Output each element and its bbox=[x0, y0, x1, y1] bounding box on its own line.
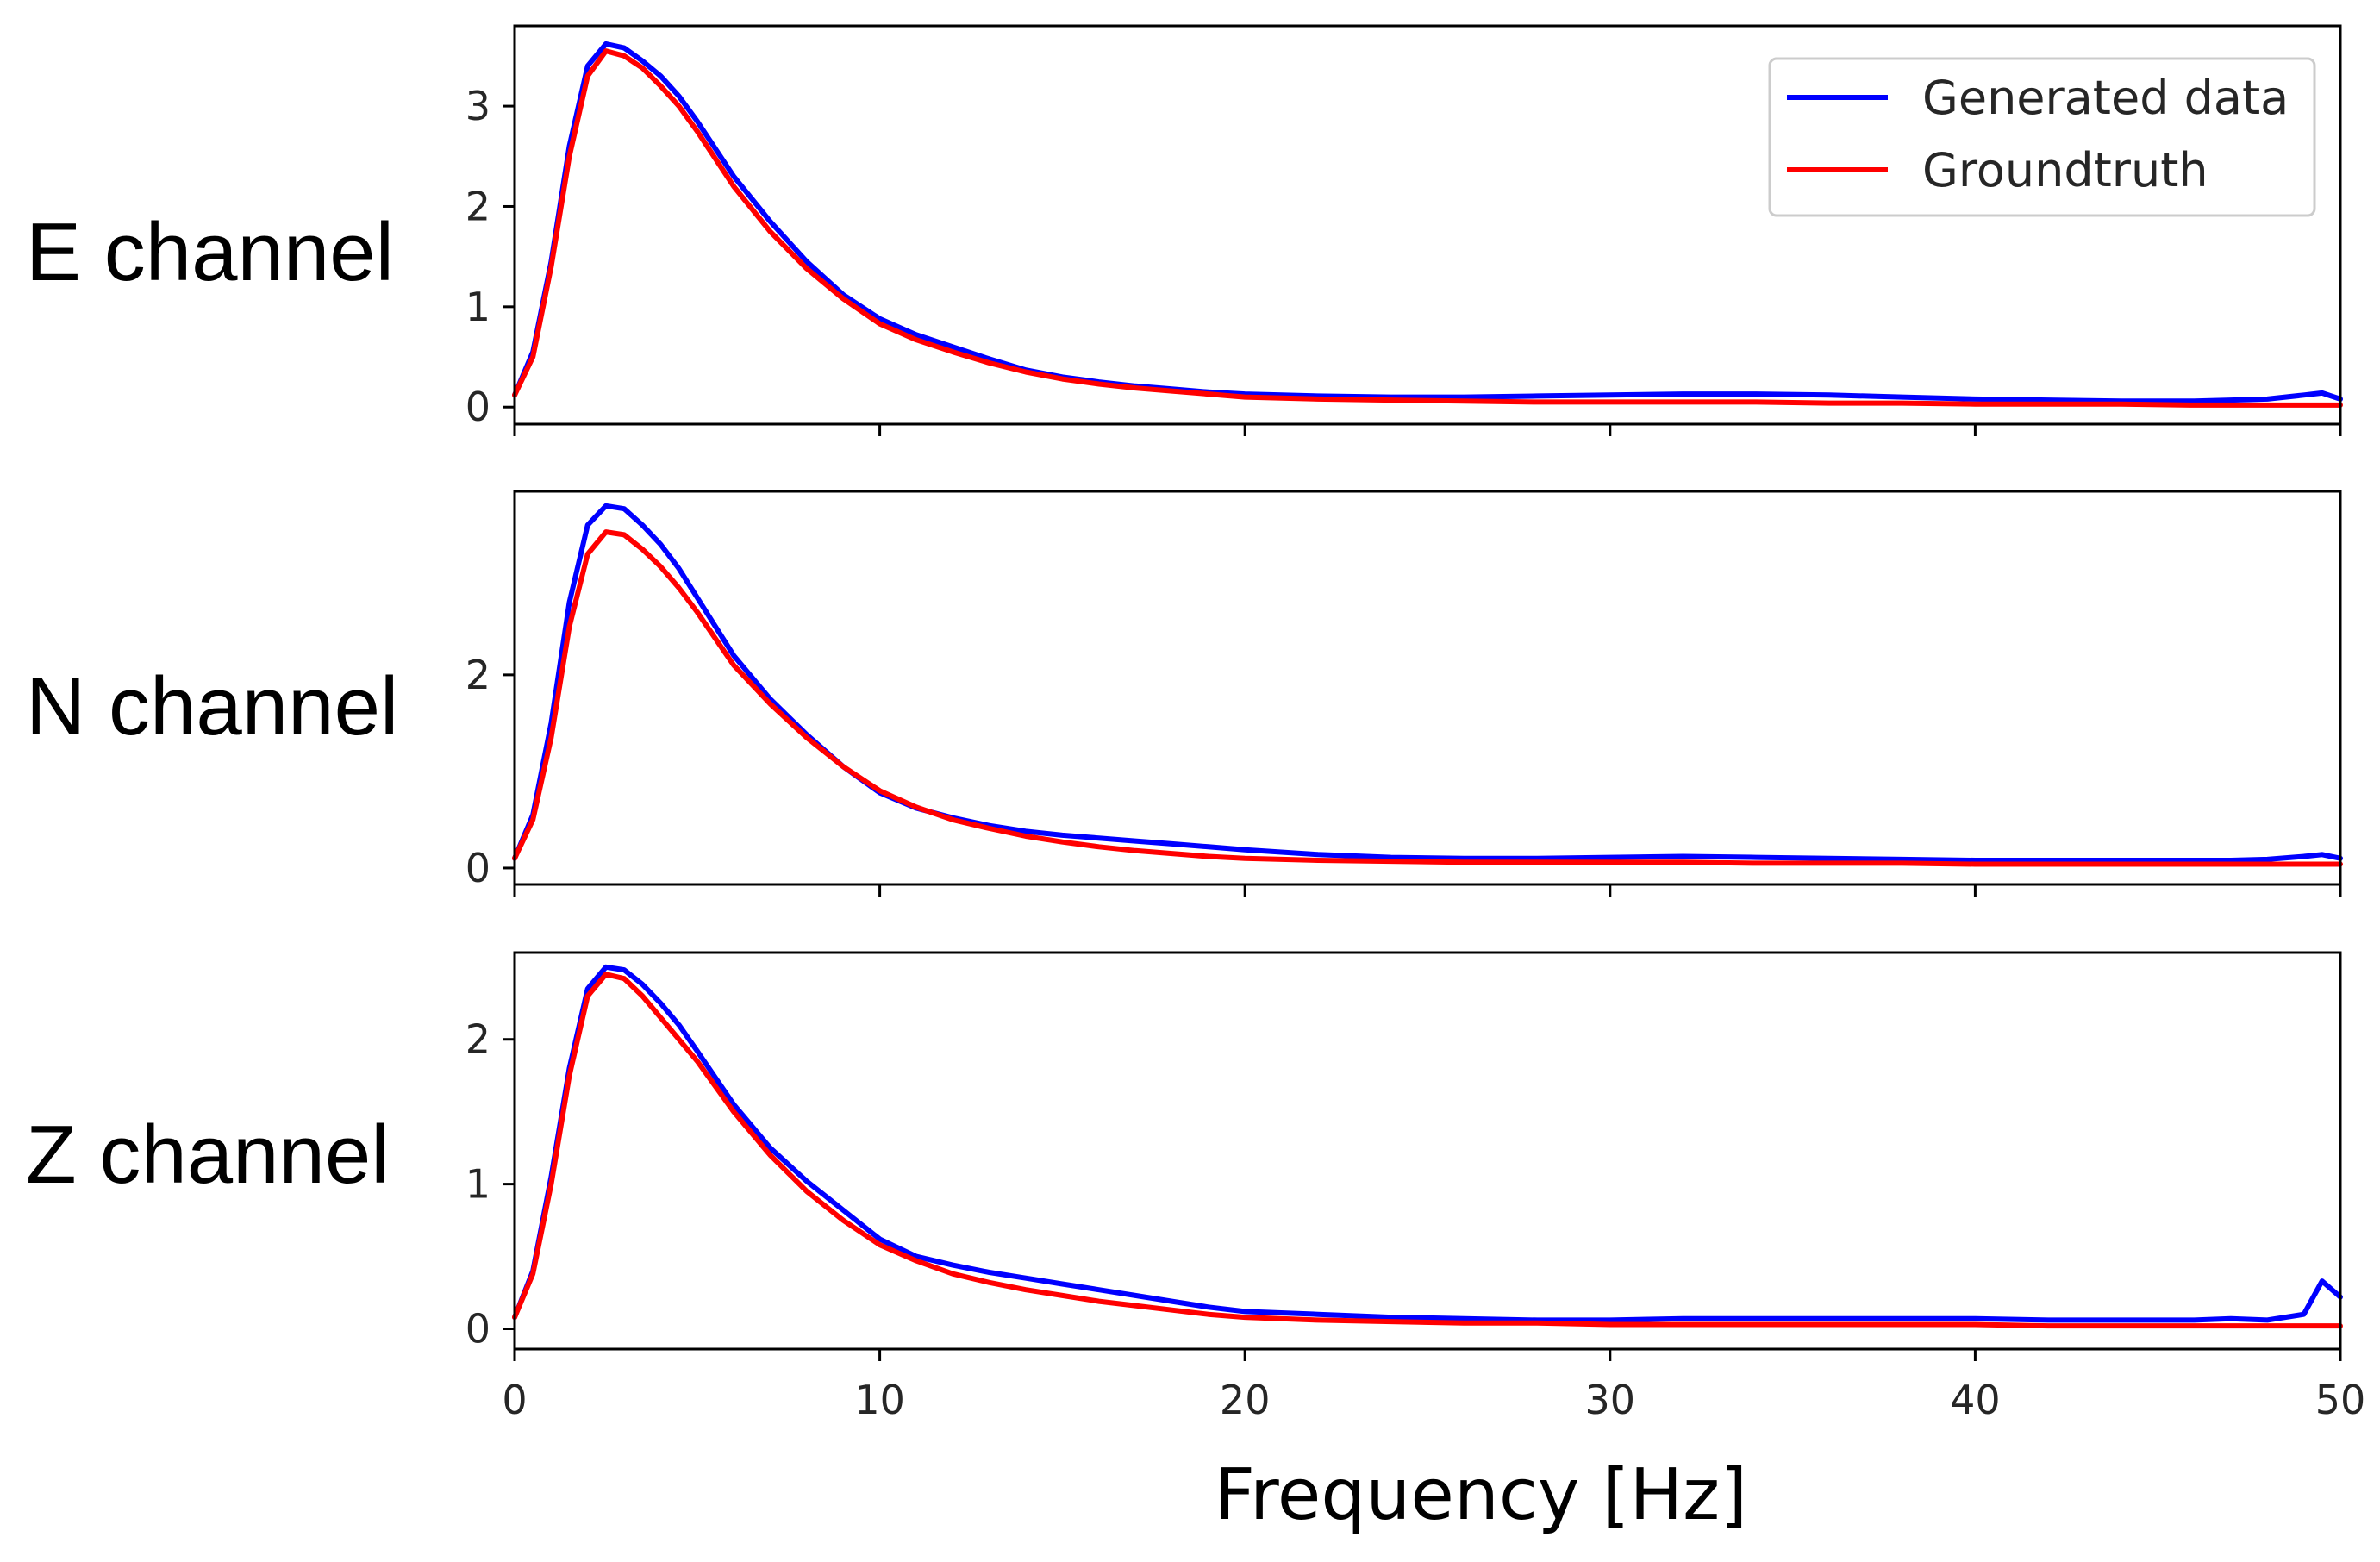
legend-label-generated: Generated data bbox=[1922, 71, 2289, 125]
legend-label-groundtruth: Groundtruth bbox=[1922, 143, 2208, 197]
panel-n-channel: N channel 02 bbox=[26, 490, 2343, 897]
x-tick-label-50: 50 bbox=[2315, 1377, 2366, 1423]
y-tick-label-z-1: 1 bbox=[465, 1161, 490, 1208]
panel-label-n: N channel bbox=[26, 660, 398, 753]
x-tick-label-10: 10 bbox=[854, 1377, 905, 1423]
series-line-z-generated bbox=[512, 964, 2343, 1323]
panel-label-z: Z channel bbox=[26, 1109, 390, 1201]
axes-frame-e bbox=[513, 24, 2342, 426]
panel-e-channel: E channel 0 1 2 3 bbox=[26, 24, 2343, 436]
x-tick-label-40: 40 bbox=[1950, 1377, 2001, 1423]
series-line-n-groundtruth bbox=[512, 529, 2343, 867]
y-tick-label-e-3: 3 bbox=[465, 83, 490, 129]
series-line-e-groundtruth bbox=[512, 48, 2343, 408]
x-tick-label-20: 20 bbox=[1220, 1377, 1271, 1423]
axes-frame-z bbox=[513, 951, 2342, 1351]
y-tick-label-n-2: 2 bbox=[465, 652, 490, 698]
y-tick-label-e-2: 2 bbox=[465, 183, 490, 229]
legend-box bbox=[1768, 57, 2316, 217]
y-tick-label-e-1: 1 bbox=[465, 284, 490, 330]
y-tick-label-z-0: 0 bbox=[465, 1305, 490, 1352]
y-tick-label-n-0: 0 bbox=[465, 845, 490, 891]
y-tick-label-z-2: 2 bbox=[465, 1016, 490, 1063]
series-line-z-groundtruth bbox=[512, 972, 2343, 1329]
x-tick-label-0: 0 bbox=[502, 1377, 527, 1423]
axes-frame-n bbox=[513, 490, 2342, 886]
panel-z-channel: Z channel 0 1 2 bbox=[26, 951, 2343, 1361]
legend: Generated data Groundtruth bbox=[1768, 57, 2316, 217]
x-tick-label-30: 30 bbox=[1585, 1377, 1636, 1423]
plot-area-n: 02 bbox=[465, 503, 2343, 897]
y-tick-label-e-0: 0 bbox=[465, 384, 490, 430]
x-tick-labels: 0 10 20 30 40 50 bbox=[502, 1377, 2365, 1423]
plot-area-z: 0 1 2 bbox=[465, 964, 2343, 1361]
panel-label-e: E channel bbox=[26, 206, 394, 298]
x-axis-label: Frequency [Hz] bbox=[1215, 1454, 1747, 1536]
series-line-n-generated bbox=[512, 503, 2343, 863]
plot-area-e: 0 1 2 3 bbox=[465, 41, 2343, 436]
